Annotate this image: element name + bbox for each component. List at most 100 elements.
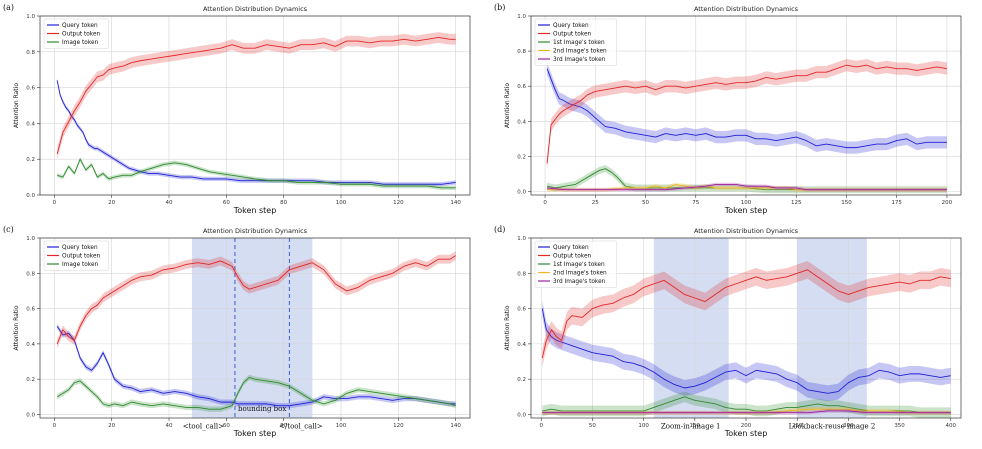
legend-entry: Query token — [62, 23, 98, 29]
plot-frame — [39, 15, 471, 196]
y-tick-label: 0.4 — [517, 342, 526, 348]
chart-d: Attention Distribution Dynamics 0.0 0.2 0.4… — [504, 227, 962, 438]
series-band-0 — [547, 62, 947, 154]
y-tick-label: 0.2 — [26, 377, 35, 383]
series-band-0 — [57, 323, 456, 409]
x-tick-label: 125 — [791, 200, 802, 206]
chart-title: Attention Distribution Dynamics — [203, 227, 308, 235]
x-tick-label: 75 — [692, 200, 699, 206]
y-axis-label: Attention Ratio — [504, 83, 511, 128]
y-tick-label: 0.8 — [517, 49, 526, 55]
shaded-region-1 — [797, 238, 867, 418]
x-tick-label: 200 — [741, 423, 752, 429]
x-tick-label: 150 — [690, 423, 701, 429]
y-tick-label: 0.2 — [517, 377, 526, 383]
x-axis-label: Token step — [233, 206, 277, 215]
x-axis-label: Token step — [233, 429, 277, 438]
x-tick-label: 100 — [336, 200, 347, 206]
y-tick-label: 0.8 — [517, 271, 526, 277]
series-line-0 — [546, 68, 947, 149]
x-tick-label: 60 — [223, 423, 230, 429]
legend: Query token Output token 1st Image's token… — [534, 240, 618, 288]
panel-label: (b) — [494, 3, 506, 12]
y-tick-label: 0.2 — [517, 154, 526, 160]
x-tick-label: 80 — [280, 200, 287, 206]
legend-entry: 3rd Image's token — [553, 279, 606, 285]
series-line-0 — [56, 80, 456, 185]
x-tick-label: 0 — [53, 423, 57, 429]
legend-entry: 2nd Image's token — [553, 271, 607, 277]
y-tick-label: 0.4 — [26, 121, 35, 127]
shaded-region-0 — [653, 238, 729, 418]
x-tick-label: 25 — [592, 200, 599, 206]
legend-entry: 1st Image's token — [553, 40, 605, 46]
legend-box — [43, 240, 110, 271]
legend-entry: Output token — [553, 254, 592, 260]
y-tick-label: 0.2 — [26, 157, 35, 163]
panel-c: (c) Attention Distribution Dynamics 0.0 0.… — [0, 222, 491, 445]
chart-c: Attention Distribution Dynamics 0.0 0.2 0.4… — [13, 227, 471, 438]
series-line-0 — [541, 308, 951, 394]
series-band-0 — [542, 300, 951, 402]
y-tick-label: 0.8 — [26, 50, 35, 56]
annotation-0: Zoom-in image 1 — [661, 423, 721, 431]
y-tick-label: 1.0 — [26, 14, 35, 20]
series-band-1 — [57, 32, 456, 160]
x-tick-label: 40 — [166, 423, 173, 429]
panel-label: (c) — [3, 225, 14, 234]
x-tick-label: 175 — [891, 200, 902, 206]
y-tick-label: 0.0 — [26, 193, 35, 199]
chart-title: Attention Distribution Dynamics — [203, 5, 308, 13]
x-tick-label: 50 — [642, 200, 649, 206]
legend-entry: Image token — [62, 40, 99, 46]
series-line-0 — [56, 325, 456, 407]
y-tick-label: 0.6 — [517, 307, 526, 313]
x-tick-label: 40 — [166, 200, 173, 206]
series-band-2 — [57, 374, 456, 412]
legend-entry: 2nd Image's token — [553, 49, 607, 55]
x-tick-label: 300 — [843, 423, 854, 429]
y-tick-label: 0.4 — [517, 119, 526, 125]
series-band-1 — [547, 58, 947, 170]
y-tick-label: 0.0 — [517, 412, 526, 418]
x-tick-label: 60 — [223, 200, 230, 206]
x-tick-label: 20 — [108, 423, 115, 429]
y-axis-label: Attention Ratio — [504, 305, 511, 350]
plot-frame — [530, 237, 962, 419]
series-band-0 — [57, 78, 456, 187]
plot-frame — [530, 15, 962, 196]
annotation-2: bounding box — [238, 405, 286, 413]
legend-box — [43, 18, 110, 49]
legend-entry: Output token — [62, 32, 101, 38]
y-tick-label: 1.0 — [517, 14, 526, 20]
x-tick-label: 0 — [543, 200, 547, 206]
x-tick-label: 140 — [450, 200, 461, 206]
x-tick-label: 20 — [108, 200, 115, 206]
chart-b: Attention Distribution Dynamics 0.0 0.2 0.4… — [504, 5, 962, 215]
x-tick-label: 140 — [450, 423, 461, 429]
panel-b: (b) Attention Distribution Dynamics 0.0 0.… — [491, 0, 982, 222]
y-tick-label: 0.0 — [26, 412, 35, 418]
series-line-4 — [542, 410, 951, 414]
legend: Query token Output token 1st Image's token… — [534, 18, 618, 66]
series-band-2 — [547, 165, 947, 194]
legend-box — [534, 240, 618, 288]
y-tick-label: 0.4 — [26, 342, 35, 348]
legend-entry: 3rd Image's token — [553, 57, 606, 63]
y-tick-label: 0.0 — [517, 189, 526, 195]
plot-frame — [39, 237, 471, 419]
legend: Query token Output token Image token — [43, 18, 110, 49]
legend-entry: Output token — [553, 32, 592, 38]
annotation-0: <tool_call> — [183, 423, 224, 431]
panel-a: (a) Attention Distribution Dynamics 0.0 0.… — [0, 0, 491, 222]
x-axis-label: Token step — [724, 429, 768, 438]
legend-entry: Image token — [62, 262, 99, 268]
series-band-1 — [57, 251, 456, 349]
x-tick-label: 120 — [393, 200, 404, 206]
panel-d: (d) Attention Distribution Dynamics 0.0 0.… — [491, 222, 982, 445]
series-line-1 — [546, 64, 948, 164]
series-line-2 — [56, 376, 456, 410]
panel-label: (d) — [494, 225, 506, 234]
series-line-1 — [56, 37, 456, 154]
annotation-1: </tool_call> — [279, 423, 323, 431]
